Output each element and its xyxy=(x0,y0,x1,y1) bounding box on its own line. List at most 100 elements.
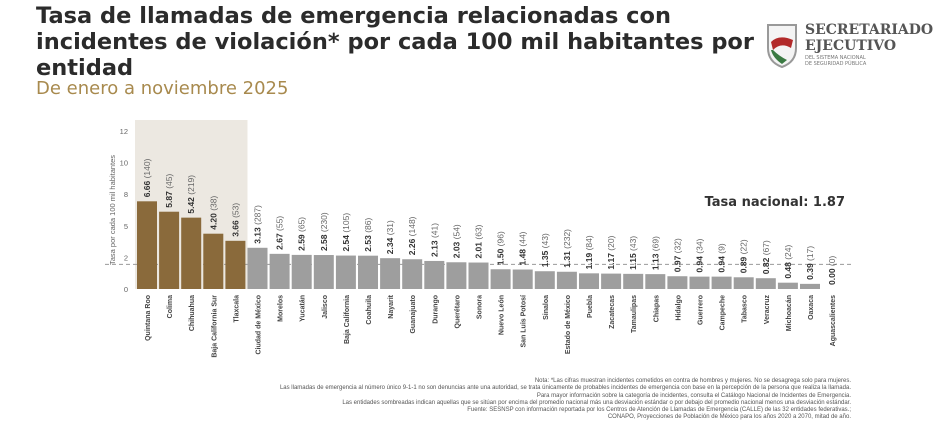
value-label: 3.66 xyxy=(230,218,240,237)
bar xyxy=(335,255,356,289)
value-label: 1.31 xyxy=(562,249,572,268)
value-label: 0.82 xyxy=(761,255,771,274)
bar xyxy=(380,258,401,289)
value-label: 1.17 xyxy=(606,251,616,270)
secretariado-logo: SECRETARIADO EJECUTIVO DEL SISTEMA NACION… xyxy=(765,22,935,72)
data-label: 2.53 (86) xyxy=(363,217,373,251)
y-tick-label: 2 xyxy=(124,253,128,262)
data-label: 1.13 (69) xyxy=(650,236,660,270)
value-label: 3.13 xyxy=(253,225,263,244)
national-rate-label: Tasa nacional: 1.87 xyxy=(705,195,845,210)
x-tick-label: Colima xyxy=(167,295,174,318)
count-label: (31) xyxy=(385,220,395,235)
value-label: 1.48 xyxy=(518,247,528,266)
y-tick-label: 5 xyxy=(124,222,128,231)
bar xyxy=(159,211,180,289)
value-label: 2.58 xyxy=(319,232,329,251)
data-label: 0.94 (34) xyxy=(695,238,705,272)
x-tick-label: Baja California xyxy=(344,295,351,344)
x-tick-label: Coahuila xyxy=(366,295,373,325)
chart-title: Tasa de llamadas de emergencia relaciona… xyxy=(36,3,754,81)
value-label: 0.39 xyxy=(805,261,815,280)
count-label: (9) xyxy=(717,243,727,254)
data-label: 4.20 (38) xyxy=(208,196,218,230)
x-tick-label: Guanajuato xyxy=(410,295,417,334)
count-label: (32) xyxy=(672,238,682,253)
bar xyxy=(556,271,577,289)
data-label: 1.17 (20) xyxy=(606,235,616,269)
count-label: (140) xyxy=(142,158,152,178)
note-line: Las entidades sombreadas indican aquella… xyxy=(342,399,851,406)
bar xyxy=(667,276,688,289)
data-label: 2.54 (105) xyxy=(341,213,351,252)
bar xyxy=(601,273,622,289)
data-label: 1.31 (232) xyxy=(562,229,572,268)
data-label: 5.87 (45) xyxy=(164,174,174,208)
data-label: 0.82 (67) xyxy=(761,240,771,274)
count-label: (219) xyxy=(186,175,196,195)
data-label: 0.94 (9) xyxy=(717,243,727,272)
count-label: (38) xyxy=(208,196,218,211)
data-label: 0.39 (17) xyxy=(805,246,815,280)
data-label: 3.13 (287) xyxy=(253,205,263,244)
x-tick-label: Baja California Sur xyxy=(211,295,218,358)
bar xyxy=(468,262,489,289)
data-label: 3.66 (53) xyxy=(230,203,240,237)
value-label: 2.26 xyxy=(407,236,417,255)
data-label: 0.48 (24) xyxy=(783,244,793,278)
x-tick-label: Tabasco xyxy=(742,295,749,323)
bar xyxy=(203,233,224,289)
value-label: 0.97 xyxy=(672,253,682,272)
bar xyxy=(755,278,776,289)
count-label: (287) xyxy=(253,205,263,225)
bar xyxy=(181,217,202,289)
value-label: 5.87 xyxy=(164,189,174,208)
bar xyxy=(534,271,555,289)
count-label: (43) xyxy=(540,233,550,248)
y-axis-label: Tasa por cada 100 mil habitantes xyxy=(108,155,117,265)
count-label: (105) xyxy=(341,213,351,233)
footnotes: Nota: *Las cifras muestran incidentes co… xyxy=(280,378,851,422)
logo-subtext: DEL SISTEMA NACIONAL DE SEGURIDAD PÚBLICA xyxy=(805,55,867,67)
value-label: 5.42 xyxy=(186,195,196,214)
x-tick-label: Campeche xyxy=(720,295,727,331)
x-tick-label: Chiapas xyxy=(653,295,660,322)
bar xyxy=(689,276,710,289)
data-label: 0.00 (0) xyxy=(827,256,837,285)
note-line: Nota: *Las cifras muestran incidentes co… xyxy=(534,378,851,384)
value-label: 1.19 xyxy=(584,250,594,269)
value-label: 2.03 xyxy=(451,239,461,258)
count-label: (232) xyxy=(562,229,572,249)
value-label: 2.01 xyxy=(474,240,484,259)
count-label: (0) xyxy=(827,256,837,267)
count-label: (24) xyxy=(783,244,793,259)
count-label: (17) xyxy=(805,246,815,261)
value-label: 1.13 xyxy=(650,251,660,270)
bar xyxy=(733,277,754,289)
value-label: 0.48 xyxy=(783,260,793,279)
x-tick-label: Veracruz xyxy=(764,295,771,325)
x-tick-label: Puebla xyxy=(587,295,594,318)
note-line: Las llamadas de emergencia al número úni… xyxy=(279,385,851,392)
x-tick-label: Durango xyxy=(432,295,439,324)
x-tick-label: Nayarit xyxy=(388,294,395,318)
x-tick-label: Guerrero xyxy=(698,295,705,325)
x-tick-label: San Luis Potosí xyxy=(521,294,528,348)
y-tick-label: 0 xyxy=(124,285,128,294)
x-tick-label: Sonora xyxy=(477,295,484,319)
data-label: 2.13 (41) xyxy=(429,223,439,257)
x-tick-label: Tamaulipas xyxy=(631,295,638,333)
count-label: (96) xyxy=(496,231,506,246)
bar xyxy=(490,269,511,289)
count-label: (53) xyxy=(230,203,240,218)
x-tick-label: Zacatecas xyxy=(609,295,616,329)
data-label: 2.01 (63) xyxy=(474,224,484,258)
bar xyxy=(512,269,533,289)
shield-logo-icon xyxy=(767,24,797,68)
value-label: 0.00 xyxy=(827,266,837,285)
note-line: CONAPO, Proyecciones de Población de Méx… xyxy=(607,414,851,421)
x-tick-label: Oaxaca xyxy=(808,295,815,320)
x-tick-label: Hidalgo xyxy=(675,295,682,321)
